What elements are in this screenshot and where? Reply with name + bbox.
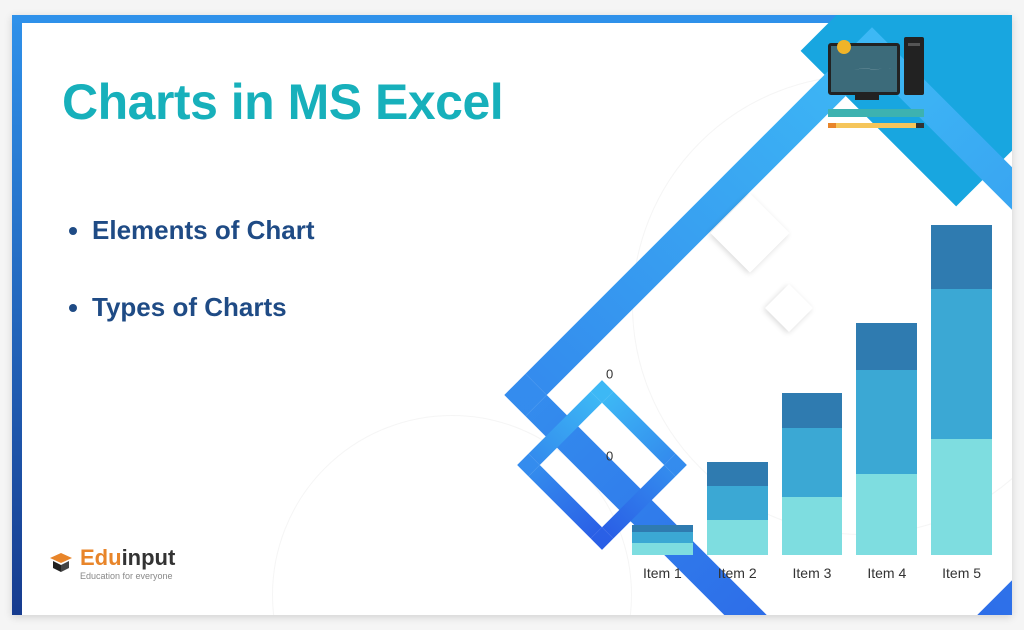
chart-bar-segment: [856, 323, 917, 369]
meteor-icon: [837, 40, 851, 54]
logo-text-primary: Edu: [80, 545, 122, 570]
logo-mark-icon: [48, 550, 74, 576]
chart-bar-segment: [931, 289, 992, 440]
chart-bar: [931, 225, 992, 555]
pc-tower-icon: [904, 37, 924, 95]
chart-x-label: Item 5: [931, 565, 992, 581]
chart-x-label: Item 4: [856, 565, 917, 581]
bullet-list: Elements of Chart Types of Charts: [92, 215, 315, 369]
chart-bar-segment: [931, 225, 992, 289]
chart-x-label: Item 1: [632, 565, 693, 581]
left-rail-accent: [12, 15, 22, 615]
chart-bar-segment: [856, 474, 917, 555]
chart-bar: [782, 393, 843, 555]
chart-bar-segment: [782, 497, 843, 555]
stacked-bar-chart: 0 0 Item 1 Item 2 Item 3 Item 4 Item 5: [592, 225, 992, 585]
chart-bar-segment: [632, 525, 693, 532]
chart-y-tick: 0: [606, 449, 613, 464]
infographic-canvas: Charts in MS Excel Elements of Chart Type…: [12, 15, 1012, 615]
chart-bar-segment: [856, 370, 917, 474]
logo-text: Eduinput Education for everyone: [80, 545, 175, 581]
computer-illustration: [828, 37, 938, 128]
pencil-icon: [828, 123, 924, 128]
logo-tagline: Education for everyone: [80, 571, 175, 581]
chart-x-label: Item 3: [782, 565, 843, 581]
chart-x-label: Item 2: [707, 565, 768, 581]
chart-bar-segment: [782, 393, 843, 428]
page-title: Charts in MS Excel: [62, 73, 503, 131]
chart-bar-segment: [707, 520, 768, 555]
chart-bars: [632, 225, 992, 555]
chart-bar: [632, 525, 693, 555]
bullet-item: Elements of Chart: [92, 215, 315, 246]
chart-bar-segment: [707, 462, 768, 485]
chart-bar: [707, 462, 768, 555]
chart-x-labels: Item 1 Item 2 Item 3 Item 4 Item 5: [632, 565, 992, 581]
chart-y-tick: 0: [606, 366, 613, 381]
chart-bar-segment: [782, 428, 843, 497]
chart-bar-segment: [931, 439, 992, 555]
monitor-icon: [828, 43, 900, 95]
eduinput-logo: Eduinput Education for everyone: [48, 545, 175, 581]
chart-bar-segment: [707, 486, 768, 521]
ruler-icon: [828, 109, 924, 117]
wave-icon: [837, 60, 891, 82]
bullet-item: Types of Charts: [92, 292, 315, 323]
chart-bar-segment: [632, 543, 693, 555]
logo-text-secondary: input: [122, 545, 176, 570]
chart-bar-segment: [632, 532, 693, 544]
chart-bar: [856, 323, 917, 555]
